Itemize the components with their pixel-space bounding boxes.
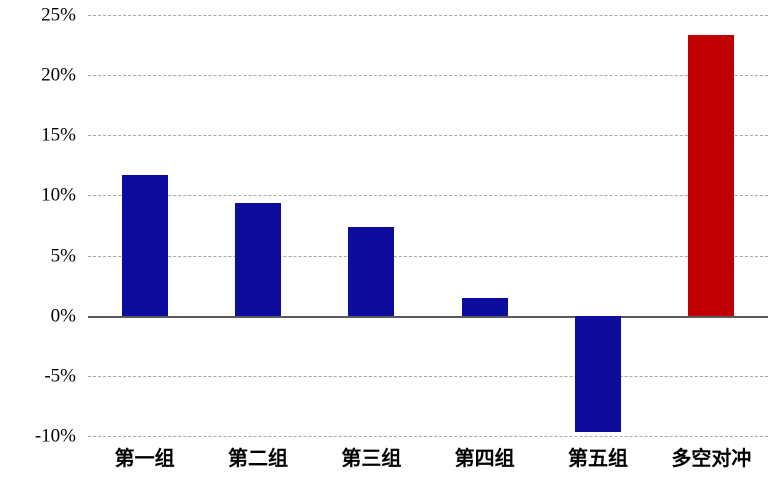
plot-area [88,15,768,437]
y-tick-label: -5% [44,365,76,387]
y-tick-label: 20% [41,64,76,86]
x-axis-label: 第四组 [454,448,515,470]
bar-第五组 [575,315,621,433]
x-axis-label: 多空对冲 [671,448,752,470]
x-axis: 第一组 第二组 第三组 第四组 第五组 多空对冲 [88,443,768,475]
y-tick-label: -10% [34,425,76,447]
gridline [88,195,768,197]
y-tick-label: 0% [50,305,76,327]
gridline [88,15,768,16]
x-axis-label: 第二组 [228,448,288,470]
x-axis-label: 第五组 [568,448,628,470]
y-tick-label: 10% [41,184,76,206]
gridline [88,375,768,377]
bar-多空对冲 [688,35,735,316]
x-axis-label: 第一组 [114,448,175,470]
gridline [88,436,768,437]
y-tick-label: 15% [41,124,76,146]
bar-第三组 [348,226,395,316]
y-axis: 25% 20% 15% 10% 5% 0% -5% -10% [0,6,80,446]
bar-第一组 [121,174,168,316]
bar-第二组 [235,202,281,316]
x-axis-label: 第三组 [341,448,402,470]
gridline [88,255,768,257]
y-tick-label: 5% [50,245,76,267]
gridline [88,75,768,77]
gridline [88,135,768,137]
y-tick-label: 25% [41,4,76,26]
zero-axis-line [88,315,768,318]
bar-第四组 [461,297,508,316]
